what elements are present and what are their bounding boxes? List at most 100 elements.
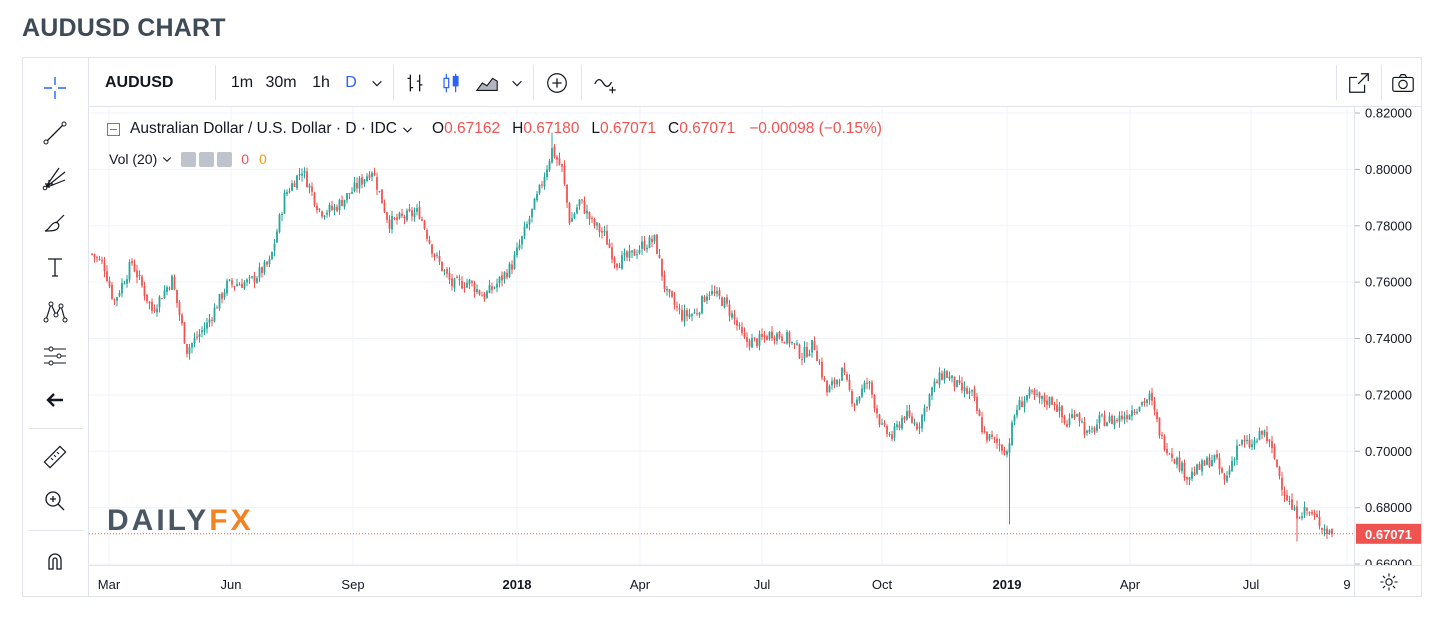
candle-body: [481, 295, 483, 297]
candle-body: [511, 264, 513, 270]
chevron-down-icon[interactable]: [161, 153, 173, 165]
candle-body: [506, 272, 508, 278]
drawing-toolbar: [23, 58, 89, 596]
candle-body: [1021, 401, 1023, 408]
candle-body: [1036, 393, 1038, 395]
candle-body: [493, 287, 496, 289]
candle-body: [541, 184, 543, 186]
candle-body: [1083, 421, 1086, 435]
collapse-legend-icon[interactable]: [107, 122, 120, 136]
close-icon[interactable]: [217, 151, 233, 167]
trend-line-tool[interactable]: [36, 116, 74, 150]
candle-body: [558, 158, 561, 165]
candle-body: [1268, 439, 1271, 442]
indicators-button[interactable]: [539, 58, 575, 107]
candle-body: [101, 260, 103, 262]
fib-tool[interactable]: [36, 161, 74, 195]
text-tool[interactable]: [36, 250, 74, 284]
candle-body: [1273, 446, 1276, 459]
interval-30m[interactable]: 30m: [265, 73, 297, 91]
candle-body: [1238, 444, 1241, 446]
brush-tool[interactable]: [36, 206, 74, 240]
measure-tool[interactable]: [36, 440, 74, 474]
toolbar-divider: [393, 65, 394, 100]
candle-body: [428, 240, 431, 244]
chart-pane[interactable]: [89, 107, 1354, 565]
candle-body: [1101, 414, 1103, 416]
candle-body: [238, 284, 241, 286]
candle-body: [1138, 406, 1141, 412]
series-title[interactable]: Australian Dollar / U.S. Dollar · D · ID…: [130, 120, 398, 137]
interval-1h[interactable]: 1h: [312, 73, 330, 91]
candle-body: [851, 391, 853, 404]
chevron-down-icon[interactable]: [401, 123, 414, 136]
candle-body: [1288, 501, 1291, 503]
candle-body: [1241, 440, 1243, 445]
candle-body: [601, 230, 603, 233]
candle-body: [893, 426, 896, 438]
candle-body: [538, 184, 541, 193]
candle-body: [896, 424, 898, 427]
zoom-tool[interactable]: [36, 484, 74, 518]
interval-dropdown[interactable]: [367, 58, 387, 107]
interval-1m[interactable]: 1m: [230, 73, 254, 91]
candle-body: [1306, 508, 1308, 511]
chart-settings-button[interactable]: [1354, 565, 1421, 596]
candle-body: [628, 250, 631, 258]
visibility-icon[interactable]: [181, 151, 197, 167]
magnet-tool[interactable]: [36, 544, 74, 578]
trend-line-icon: [43, 121, 67, 145]
candle-body: [1156, 411, 1158, 420]
candle-body: [806, 346, 808, 357]
candle-body: [1048, 396, 1051, 406]
candle-body: [251, 276, 253, 278]
volume-title[interactable]: Vol (20): [109, 151, 158, 167]
style-dropdown[interactable]: [507, 58, 527, 107]
candle-body: [1191, 471, 1193, 479]
candle-body: [1126, 415, 1128, 419]
candle-body: [1116, 419, 1118, 421]
crosshair-tool[interactable]: [36, 71, 74, 105]
time-axis[interactable]: Mar Jun Sep 2018 Apr Jul Oct 2019 Apr Jul 9: [89, 565, 1354, 596]
pattern-tool[interactable]: [36, 295, 74, 329]
compare-button[interactable]: [587, 58, 623, 107]
candle-body: [1121, 415, 1123, 420]
candle-body: [421, 219, 423, 221]
candle-body: [183, 322, 186, 344]
price-axis[interactable]: 0.82000 0.80000 0.78000 0.76000 0.74000 0.720…: [1354, 106, 1421, 572]
candle-body: [321, 211, 323, 217]
prediction-tool[interactable]: [36, 339, 74, 373]
candle-body: [1286, 494, 1288, 501]
candle-body: [898, 424, 901, 428]
candle-body: [1316, 514, 1318, 518]
candle-body: [281, 213, 283, 216]
candle-body: [471, 281, 473, 283]
candle-body: [1093, 427, 1096, 432]
candle-body: [508, 263, 511, 278]
candle-body: [1171, 453, 1173, 458]
settings-icon[interactable]: [199, 151, 215, 167]
candle-body: [326, 212, 328, 215]
area-style-button[interactable]: [471, 58, 503, 107]
candle-body: [423, 221, 426, 229]
popout-button[interactable]: [1339, 58, 1379, 107]
candle-body: [378, 191, 381, 193]
candle-body: [246, 279, 248, 283]
candlestick-plot[interactable]: [89, 107, 1354, 565]
candle-body: [911, 416, 913, 423]
open-label: O: [432, 120, 445, 137]
candle-body: [1086, 430, 1088, 433]
candle-body: [961, 382, 963, 391]
bars-style-button[interactable]: [399, 58, 431, 107]
interval-d[interactable]: D: [345, 73, 357, 91]
candle-body: [1123, 416, 1126, 420]
candles-style-button[interactable]: [435, 58, 467, 107]
symbol-search-button[interactable]: AUDUSD: [105, 73, 174, 91]
snapshot-button[interactable]: [1383, 58, 1421, 107]
toolbar-divider: [29, 530, 83, 531]
candle-body: [496, 283, 498, 288]
candle-body: [213, 307, 216, 322]
back-tool[interactable]: [36, 383, 74, 417]
candle-body: [1208, 457, 1211, 467]
candle-body: [148, 301, 151, 304]
